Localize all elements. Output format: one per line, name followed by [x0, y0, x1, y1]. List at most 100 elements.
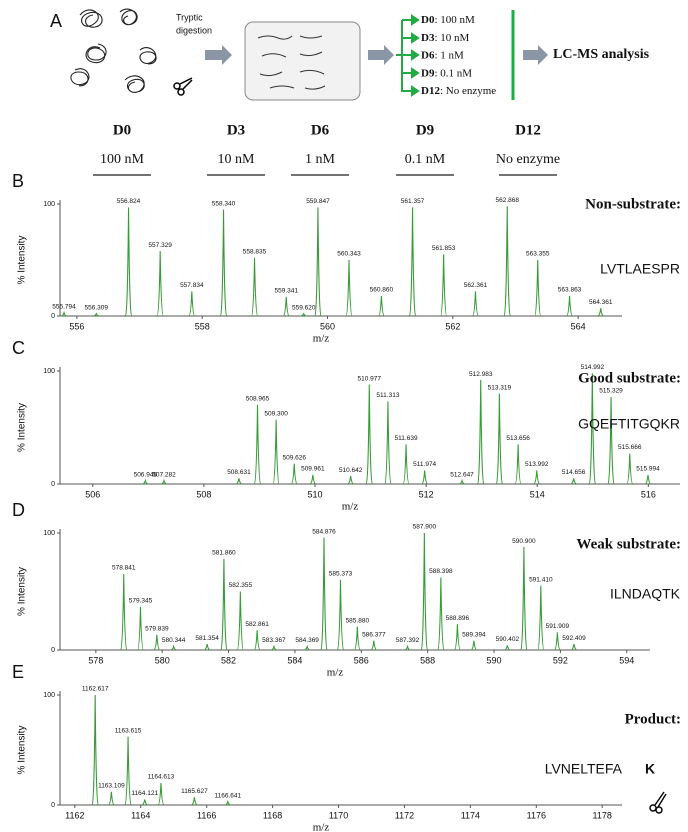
peak [272, 419, 280, 485]
condition: D0: 100 nM [421, 14, 475, 26]
peak [470, 640, 478, 651]
peak [320, 537, 328, 651]
peak-label: 514.992 [581, 364, 605, 371]
peak-label: 584.369 [295, 637, 319, 644]
peak [402, 444, 410, 485]
peak [93, 312, 100, 317]
peak-label: 582.861 [245, 621, 269, 628]
arrow [368, 45, 394, 65]
peak-label: 583.367 [262, 637, 286, 644]
peak [204, 644, 211, 651]
scissors-handle [649, 804, 657, 812]
peak-label: 510.642 [339, 467, 363, 474]
peak-label: 562.361 [464, 282, 488, 289]
peak-label: 1166.641 [214, 792, 241, 799]
column-conc: 0.1 nM [405, 152, 446, 167]
peak [534, 259, 542, 317]
peak [220, 558, 228, 651]
condition-text: : 100 nM [434, 14, 475, 26]
peak [626, 453, 634, 485]
peak-label: 558.835 [243, 248, 267, 255]
peak-label: 513.992 [525, 461, 549, 468]
y-axis-label: % Intensity [17, 726, 28, 775]
y-tick-label: 0 [51, 647, 55, 654]
peak-label: 579.345 [129, 597, 153, 604]
peak [597, 308, 604, 317]
analysis-label: LC-MS analysis [553, 47, 650, 62]
y-tick-label: 100 [43, 692, 55, 699]
x-tick-label: 1164 [131, 810, 150, 820]
peak [336, 579, 345, 651]
condition-id: D12 [421, 85, 440, 97]
condition-text: : 10 nM [434, 31, 469, 43]
peak-label: 507.282 [152, 471, 176, 478]
peak [124, 736, 132, 806]
peak-label: 563.355 [526, 251, 550, 258]
y-axis-label: % Intensity [17, 236, 28, 285]
peak [533, 470, 540, 485]
peak [91, 694, 99, 806]
x-tick-label: 556 [69, 321, 84, 331]
peak [537, 585, 545, 651]
peak [453, 624, 461, 651]
x-tick-label: 1172 [395, 810, 414, 820]
sequence: LVTLAESPR [600, 261, 680, 277]
peptides [257, 35, 326, 90]
condition-id: D6 [421, 49, 435, 61]
peak-label: 512.647 [450, 471, 474, 478]
peak-label: 555.794 [52, 303, 76, 310]
step-label: digestion [176, 25, 212, 35]
peak [365, 384, 373, 485]
peak-label: 1163.615 [115, 728, 142, 735]
x-tick-label: 510 [307, 489, 322, 499]
peak-label: 579.839 [145, 626, 169, 633]
peak [108, 791, 115, 806]
condition: D12: No enzyme [421, 85, 496, 97]
condition-id: D3 [421, 31, 435, 43]
x-tick-label: 516 [641, 489, 656, 499]
peak-label: 510.977 [358, 375, 382, 382]
peak-label: 592.409 [562, 635, 586, 642]
peak [270, 644, 277, 651]
column-conc: No enzyme [496, 152, 560, 167]
sample-label: Good substrate: [578, 370, 681, 386]
peak-label: 515.329 [599, 388, 623, 395]
x-tick-label: 514 [530, 489, 545, 499]
x-tick-label: 578 [88, 655, 103, 665]
x-tick-label: 582 [221, 655, 236, 665]
peak-label: 1164.613 [148, 774, 175, 781]
peak-label: 582.355 [229, 582, 253, 589]
column-id: D12 [515, 122, 541, 138]
condition: D3: 10 nM [421, 31, 470, 43]
peak-label: 587.900 [413, 524, 437, 531]
condition-id: D0 [421, 14, 435, 26]
peak-label: 559.341 [274, 288, 298, 295]
column-id: D0 [113, 122, 131, 138]
peak-label: 511.974 [413, 461, 436, 468]
peak-label: 512.983 [469, 371, 493, 378]
peak-label: 508.631 [227, 469, 251, 476]
peak [644, 474, 652, 485]
peak-label: 513.656 [506, 435, 530, 442]
peak [300, 312, 307, 317]
x-tick-label: 592 [553, 655, 568, 665]
peak [504, 645, 511, 651]
condition-arrows [396, 14, 420, 97]
peak [157, 782, 165, 806]
sample-label: Non-substrate: [585, 196, 681, 212]
peak-label: 584.876 [312, 528, 336, 535]
x-tick-label: 558 [195, 321, 210, 331]
peak-label: 514.656 [562, 469, 586, 476]
peak [253, 404, 262, 485]
peak-label: 581.354 [195, 635, 219, 642]
peak [141, 799, 148, 806]
x-tick-label: 1168 [263, 810, 282, 820]
x-tick-label: 562 [445, 321, 460, 331]
sample-label: Weak substrate: [576, 536, 681, 552]
peak [570, 478, 577, 485]
column-id: D6 [311, 122, 330, 138]
column-id: D9 [416, 122, 434, 138]
peak [570, 644, 578, 651]
peak-label: 556.309 [85, 304, 109, 311]
